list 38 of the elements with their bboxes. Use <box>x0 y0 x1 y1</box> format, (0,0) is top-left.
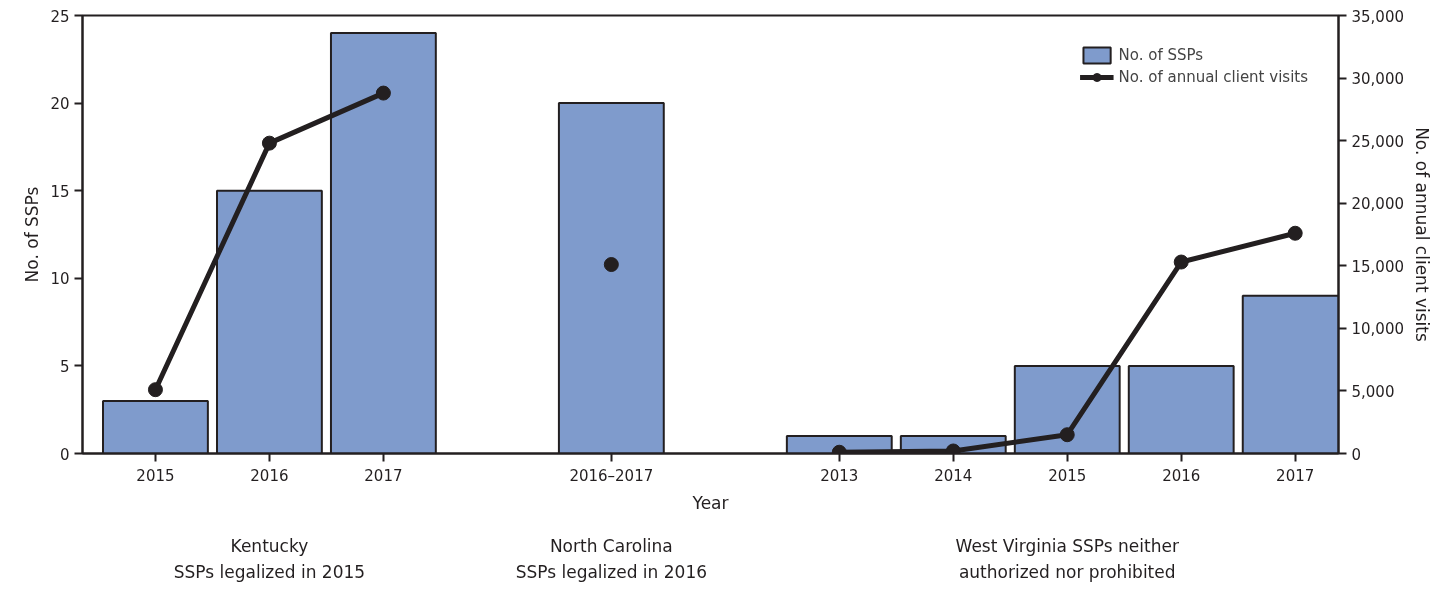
point <box>261 135 277 151</box>
y-tick-label: 20 <box>50 95 70 114</box>
x-tick-label: 2013 <box>820 466 859 485</box>
x-tick-label: 2017 <box>364 466 403 485</box>
text: West Virginia SSPs neither authorized nor prohibited <box>955 535 1179 582</box>
text: Kentucky SSPs legalized in 2015 <box>173 535 366 582</box>
x-tick-label: 2015 <box>136 466 175 485</box>
y2-tick-label: 20,000 <box>1351 195 1404 214</box>
point <box>1059 427 1075 443</box>
y2-tick-label: 5,000 <box>1351 382 1395 401</box>
y2-tick-label: 30,000 <box>1351 70 1404 89</box>
y2-axis-title: No. of annual client visits <box>1411 127 1432 342</box>
y-tick-label: 15 <box>50 182 70 201</box>
y-axis-title: No. of SSPs <box>22 186 43 283</box>
x-axis-title: Year <box>691 492 729 513</box>
legend-label: No. of SSPs <box>1118 46 1204 64</box>
x-tick-label: 2016 <box>250 466 289 485</box>
y2-tick-label: 0 <box>1351 445 1362 464</box>
y2-tick-label: 35,000 <box>1351 7 1404 26</box>
point <box>147 382 163 398</box>
x-tick-label: 2016–2017 <box>569 466 654 485</box>
y-tick-label: 5 <box>59 357 70 376</box>
x-tick-label: 2017 <box>1276 466 1315 485</box>
x-tick-label: 2015 <box>1048 466 1087 485</box>
y2-tick-label: 25,000 <box>1351 132 1404 151</box>
x-tick-label: 2014 <box>934 466 973 485</box>
point <box>375 85 391 101</box>
y-tick-label: 25 <box>50 7 70 26</box>
point <box>603 257 619 273</box>
y-tick-label: 10 <box>50 270 70 289</box>
text: North Carolina SSPs legalized in 2016 <box>515 535 708 582</box>
legend-label: No. of annual client visits <box>1118 68 1308 86</box>
y2-tick-label: 10,000 <box>1351 320 1404 339</box>
point <box>1287 225 1303 241</box>
point <box>1173 254 1189 270</box>
x-tick-label: 2016 <box>1162 466 1201 485</box>
y2-tick-label: 15,000 <box>1351 257 1404 276</box>
y-tick-label: 0 <box>59 445 70 464</box>
